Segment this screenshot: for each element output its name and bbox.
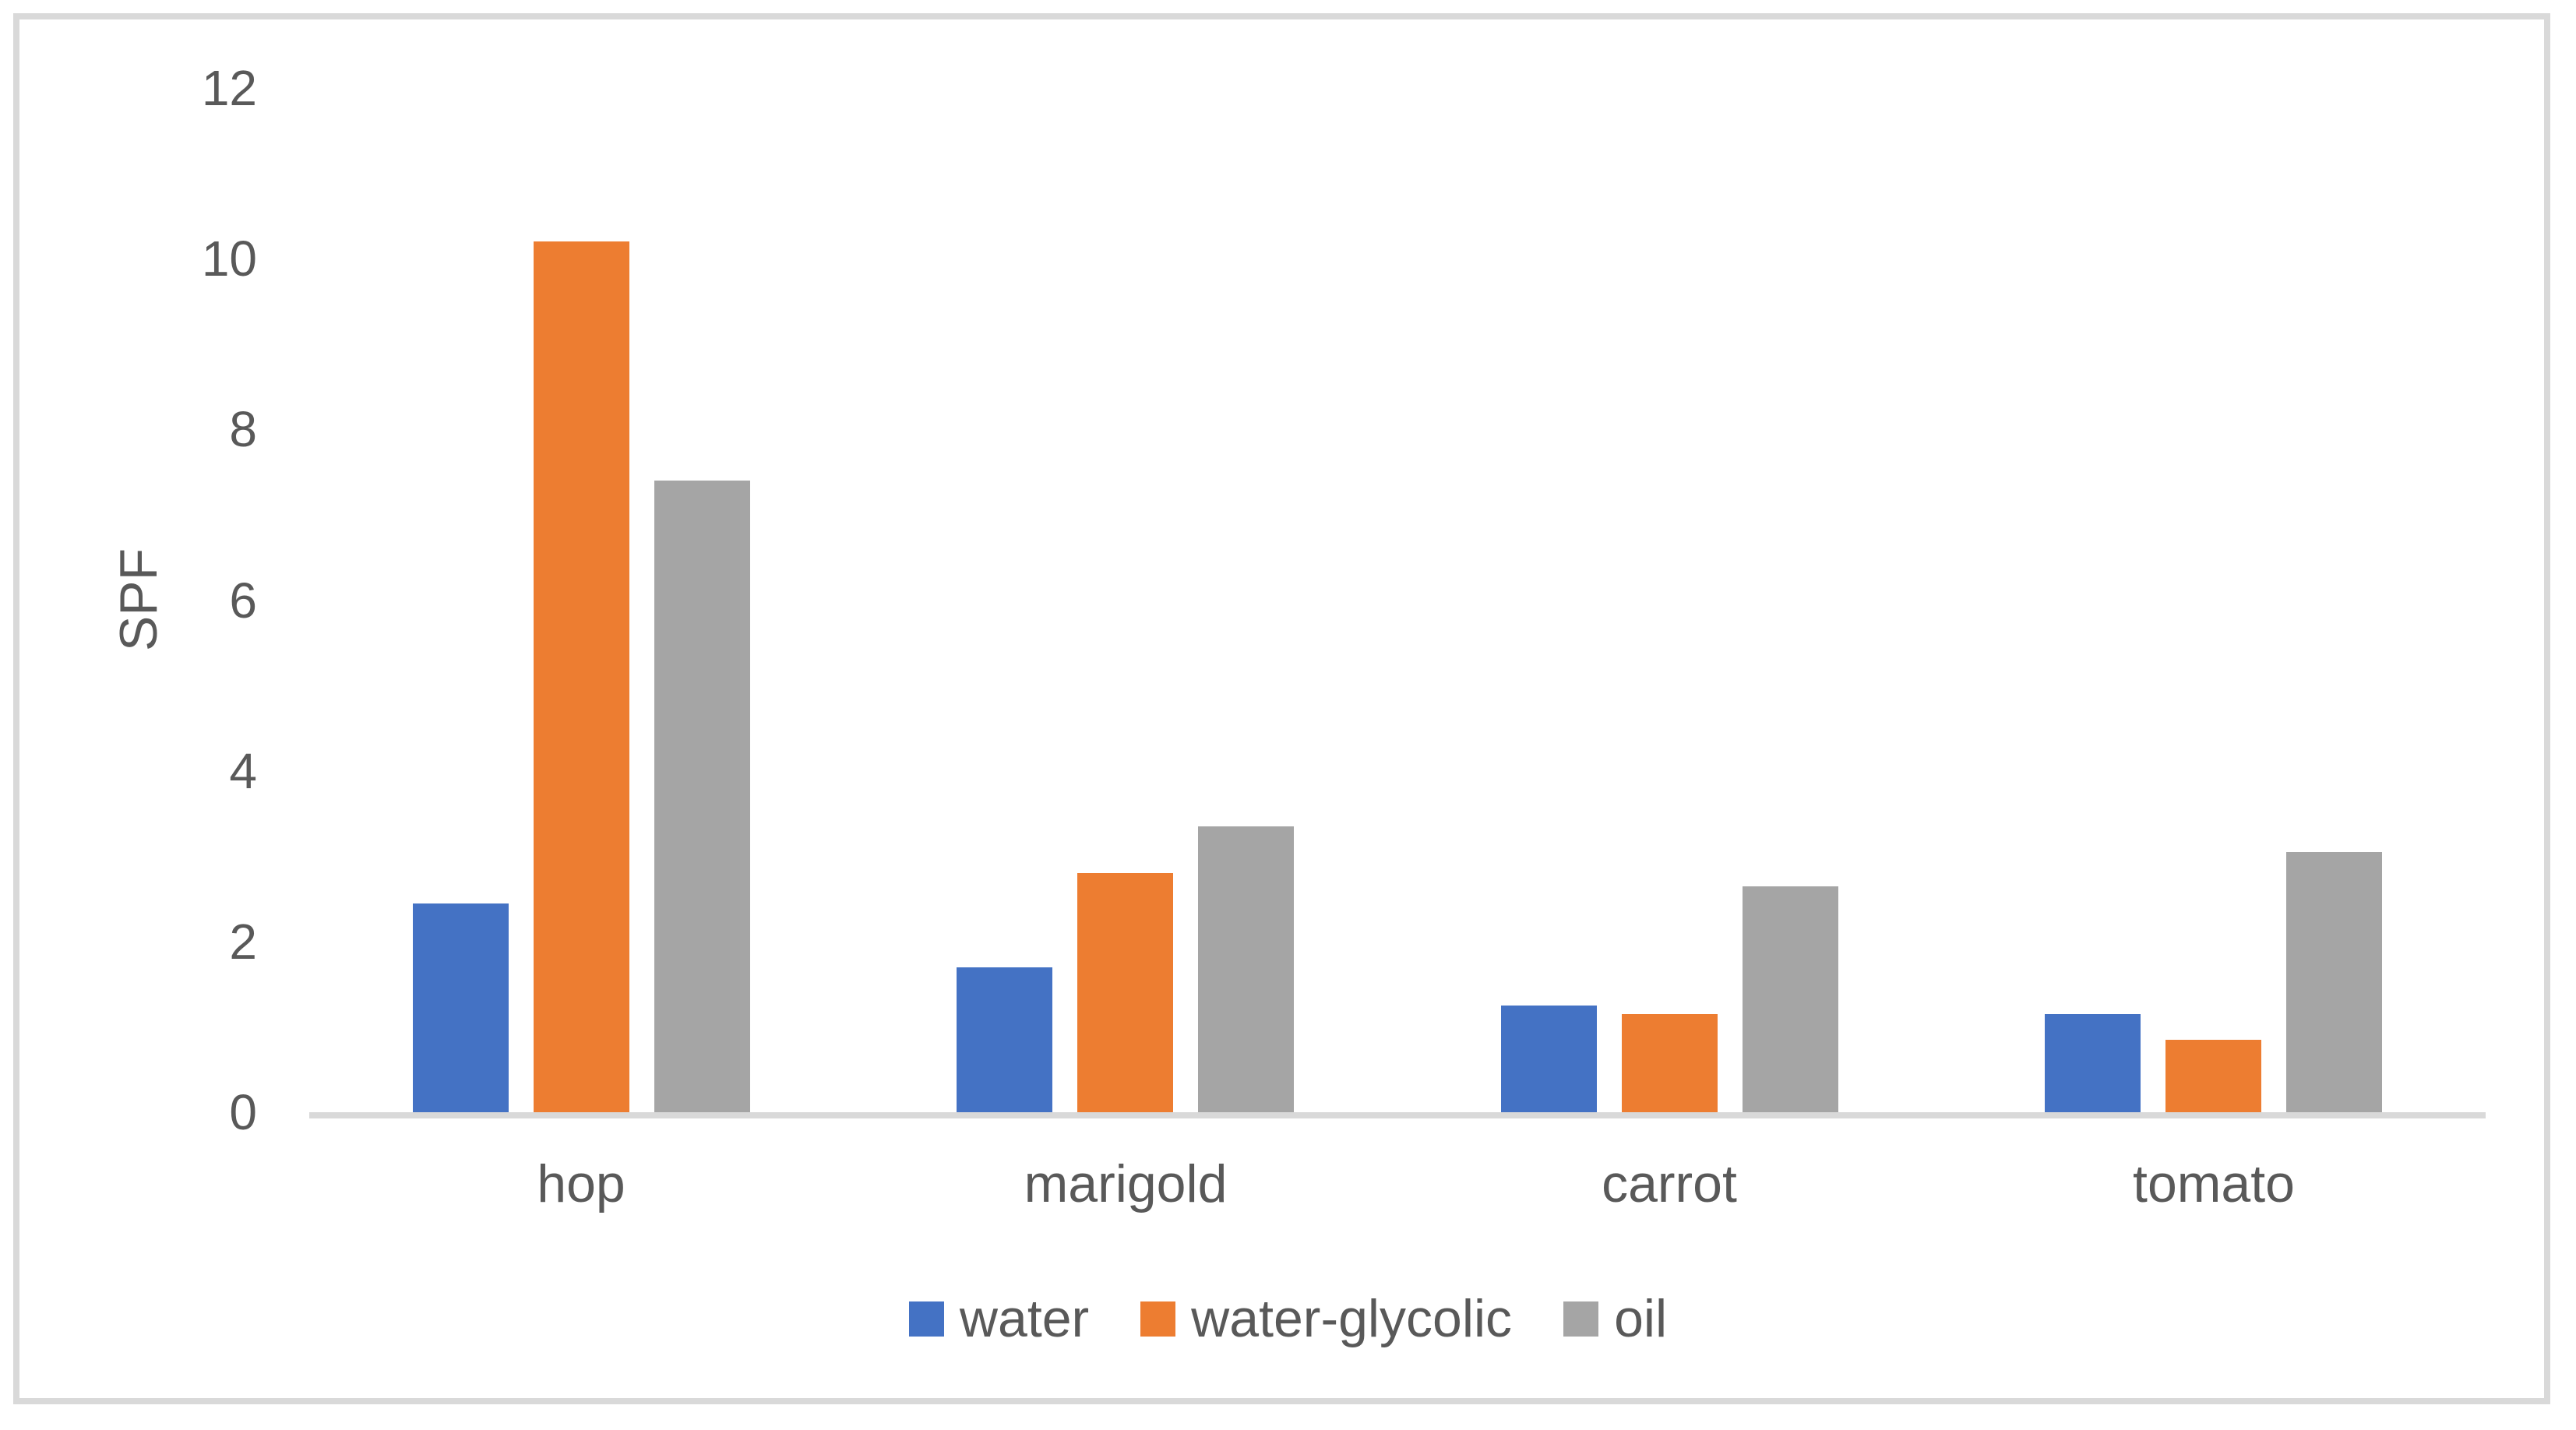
bar-marigold-water <box>957 967 1052 1112</box>
bar-hop-oil <box>654 481 750 1112</box>
legend-label: water-glycolic <box>1191 1289 1513 1348</box>
y-tick-label: 2 <box>229 913 257 970</box>
x-axis-line <box>309 1112 2486 1118</box>
bar-tomato-water-glycolic <box>2165 1040 2261 1112</box>
category-label-carrot: carrot <box>1602 1154 1737 1213</box>
legend-swatch-icon <box>1140 1301 1176 1337</box>
legend-swatch-icon <box>1563 1301 1599 1337</box>
y-tick-label: 4 <box>229 742 257 799</box>
legend-label: water <box>959 1289 1090 1348</box>
bar-carrot-water-glycolic <box>1622 1014 1718 1112</box>
y-tick-label: 12 <box>201 60 257 116</box>
category-label-hop: hop <box>537 1154 625 1213</box>
category-label-marigold: marigold <box>1024 1154 1228 1213</box>
bar-marigold-water-glycolic <box>1077 873 1173 1112</box>
bar-carrot-water <box>1501 1006 1597 1112</box>
chart-frame <box>13 13 2550 1404</box>
legend-swatch-icon <box>908 1301 944 1337</box>
y-tick-label: 6 <box>229 572 257 629</box>
legend-item-water-glycolic: water-glycolic <box>1140 1286 1512 1351</box>
y-tick-label: 8 <box>229 401 257 458</box>
bar-hop-water-glycolic <box>534 241 629 1112</box>
bar-carrot-oil <box>1743 886 1838 1112</box>
bar-tomato-water <box>2045 1014 2141 1112</box>
legend: water water-glycolic oil <box>0 1284 2576 1354</box>
y-tick-label: 10 <box>201 231 257 287</box>
bar-marigold-oil <box>1198 826 1294 1112</box>
legend-item-water: water <box>908 1286 1090 1351</box>
bar-tomato-oil <box>2286 852 2382 1112</box>
legend-label: oil <box>1614 1289 1668 1348</box>
bar-hop-water <box>413 903 509 1112</box>
y-tick-label: 0 <box>229 1084 257 1140</box>
plot-area <box>309 88 2486 1112</box>
category-label-tomato: tomato <box>2133 1154 2295 1213</box>
legend-item-oil: oil <box>1563 1286 1667 1351</box>
